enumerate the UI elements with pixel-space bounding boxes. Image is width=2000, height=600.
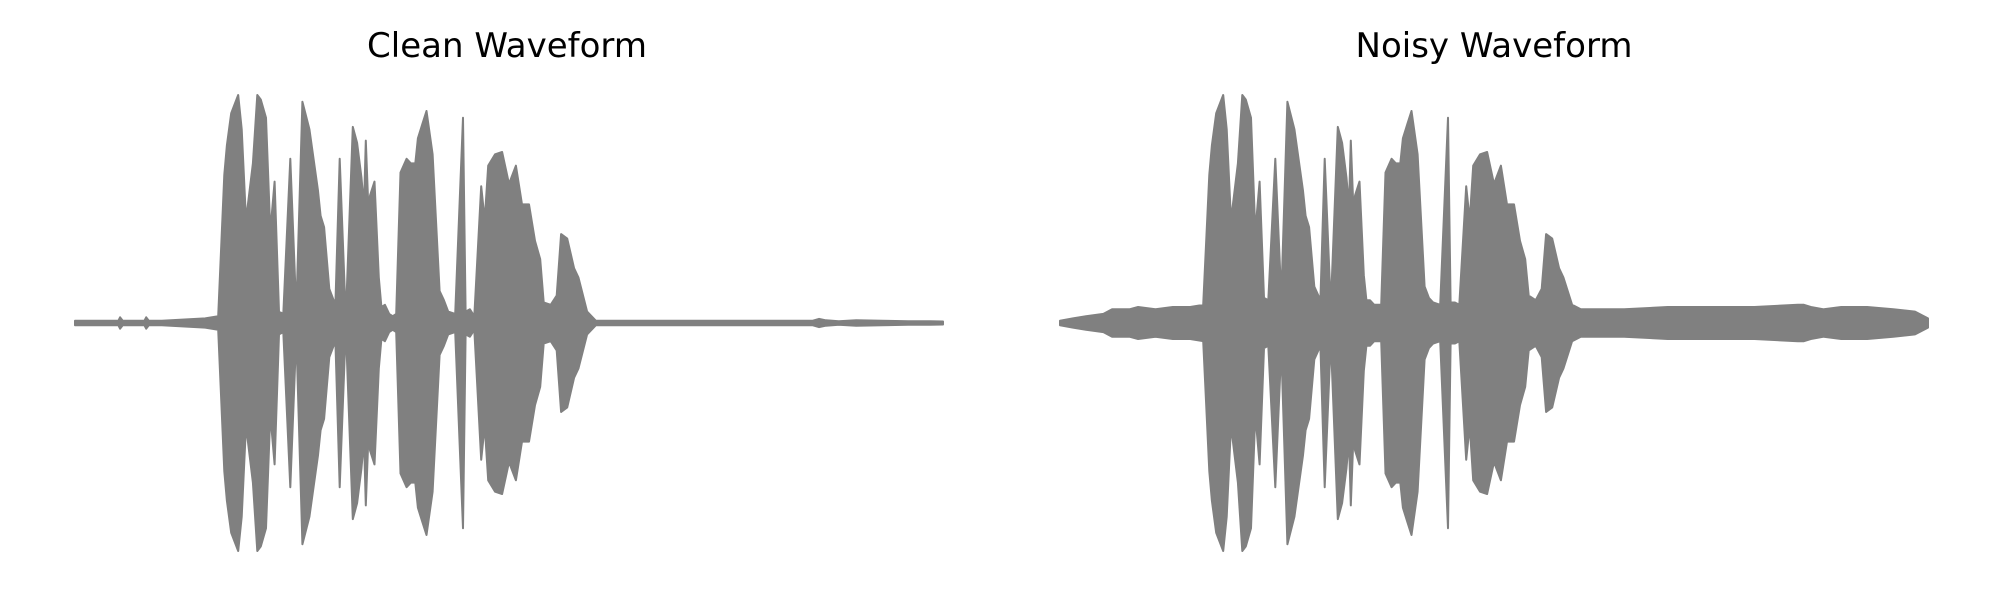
clean-waveform-title: Clean Waveform [367,26,647,66]
clean-waveform-panel: Clean Waveform [74,26,944,552]
noisy-waveform-panel: Noisy Waveform [1059,26,1929,552]
noisy-waveform-plot [1059,94,1929,552]
noisy-waveform-title: Noisy Waveform [1356,26,1633,66]
clean-waveform-plot [74,94,944,552]
